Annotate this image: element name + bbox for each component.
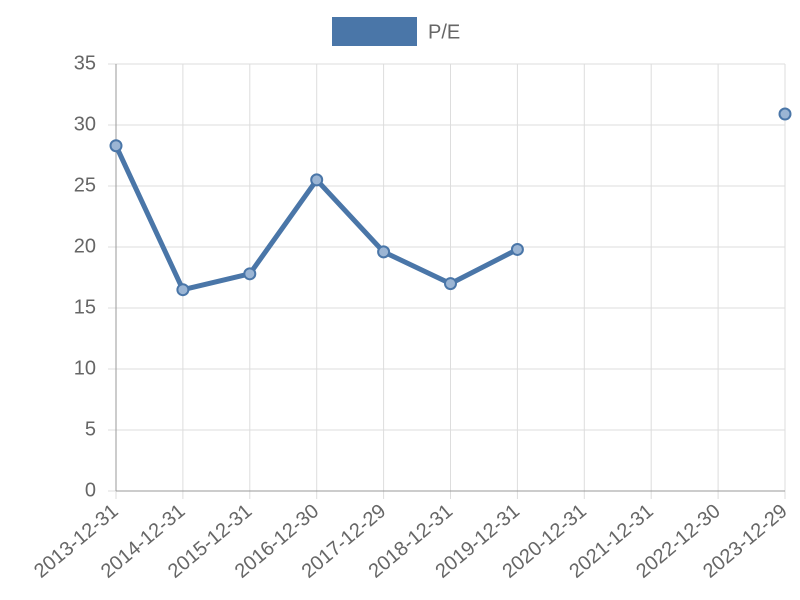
- y-tick-label: 30: [74, 113, 96, 135]
- y-tick-label: 10: [74, 357, 96, 379]
- point: [310, 173, 324, 187]
- point: [176, 283, 190, 297]
- point: [243, 267, 257, 281]
- point: [377, 245, 391, 259]
- y-tick-label: 5: [85, 418, 96, 440]
- legend-label: P/E: [428, 21, 460, 43]
- y-tick-label: 25: [74, 174, 96, 196]
- point: [510, 242, 524, 256]
- point: [109, 139, 123, 153]
- y-tick-label: 20: [74, 235, 96, 257]
- point: [444, 277, 457, 291]
- point: [778, 107, 792, 121]
- y-tick-label: 0: [85, 479, 96, 501]
- y-tick-label: 35: [74, 52, 96, 74]
- y-tick-label: 15: [74, 296, 96, 318]
- legend-swatch: [332, 17, 417, 46]
